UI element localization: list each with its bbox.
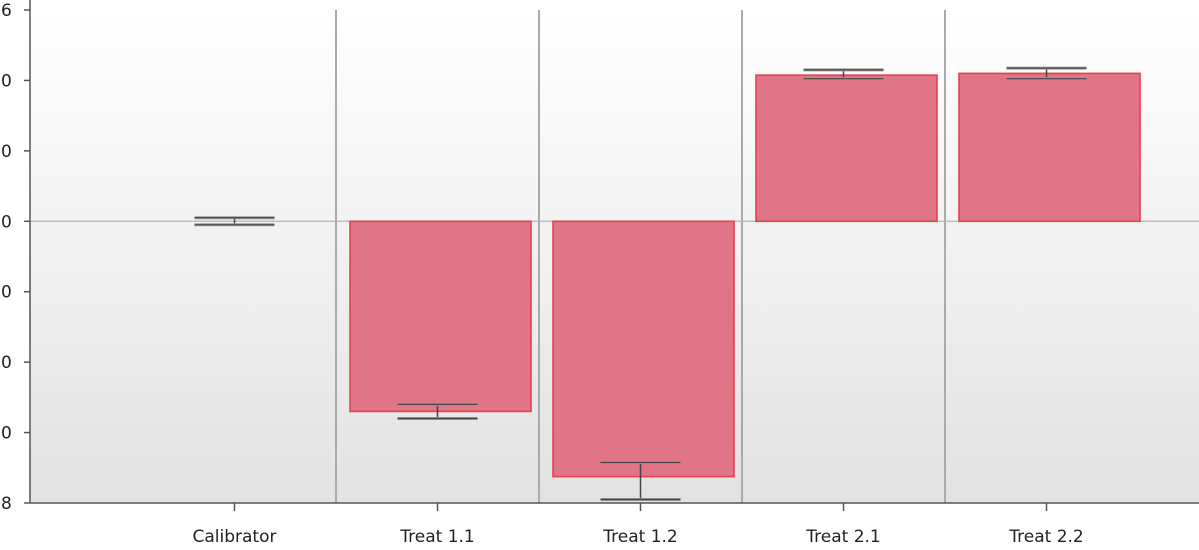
error-bar	[194, 216, 275, 227]
y-tick-label: 0	[1, 283, 12, 303]
error-bar	[1006, 66, 1087, 81]
x-category-label: Treat 2.2	[1008, 527, 1083, 547]
bar-treat-2-1	[755, 74, 938, 223]
y-tick-label: 0	[1, 212, 12, 232]
x-category-label: Treat 1.1	[399, 527, 474, 547]
y-tick-label: 6	[1, 1, 12, 21]
x-category-label: Treat 2.1	[805, 527, 880, 547]
bar-treat-2-2	[958, 72, 1141, 223]
x-category-label: Calibrator	[193, 527, 277, 547]
error-bar	[803, 68, 884, 81]
bar-treat-1-2	[552, 220, 735, 478]
y-tick-label: 0	[1, 71, 12, 91]
error-bar	[600, 461, 681, 501]
bar-treat-1-1	[349, 220, 532, 413]
x-category-label: Treat 1.2	[602, 527, 677, 547]
error-bar	[397, 402, 478, 420]
y-tick-label: 0	[1, 142, 12, 162]
y-tick-label: 0	[1, 353, 12, 373]
y-tick-label: 8	[1, 494, 12, 514]
y-tick-label: 0	[1, 424, 12, 444]
